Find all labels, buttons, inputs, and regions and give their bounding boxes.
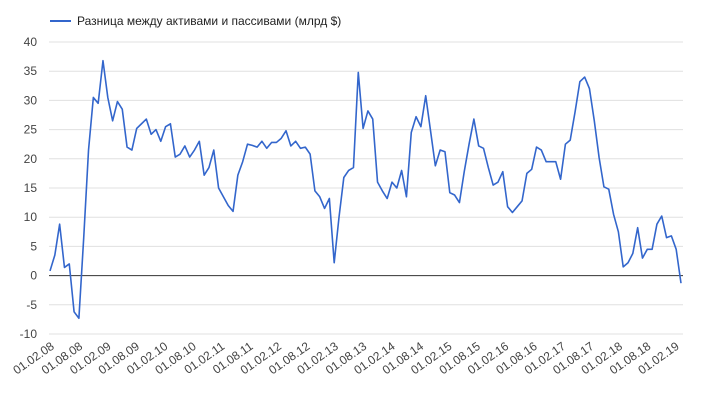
legend[interactable]: Разница между активами и пассивами (млрд… bbox=[50, 14, 341, 28]
y-tick-label: 40 bbox=[24, 35, 38, 49]
y-axis-ticks: -10 -5 0 5 10 15 20 25 30 35 40 bbox=[20, 35, 38, 341]
series-line bbox=[49, 59, 682, 320]
y-tick-label: -10 bbox=[20, 327, 38, 341]
grid-layer bbox=[49, 41, 683, 335]
y-tick-label: 10 bbox=[24, 210, 38, 224]
y-tick-label: 30 bbox=[24, 93, 38, 107]
y-tick-label: 35 bbox=[24, 64, 38, 78]
y-tick-label: 15 bbox=[24, 181, 38, 195]
y-tick-label: -5 bbox=[26, 298, 37, 312]
x-axis-ticks: 01.02.0801.08.0801.02.0901.08.0901.02.10… bbox=[10, 339, 682, 377]
y-tick-label: 0 bbox=[30, 269, 37, 283]
series-layer bbox=[49, 59, 682, 320]
y-tick-label: 20 bbox=[24, 152, 38, 166]
y-tick-label: 5 bbox=[30, 239, 37, 253]
y-tick-label: 25 bbox=[24, 123, 38, 137]
legend-label: Разница между активами и пассивами (млрд… bbox=[77, 14, 341, 28]
